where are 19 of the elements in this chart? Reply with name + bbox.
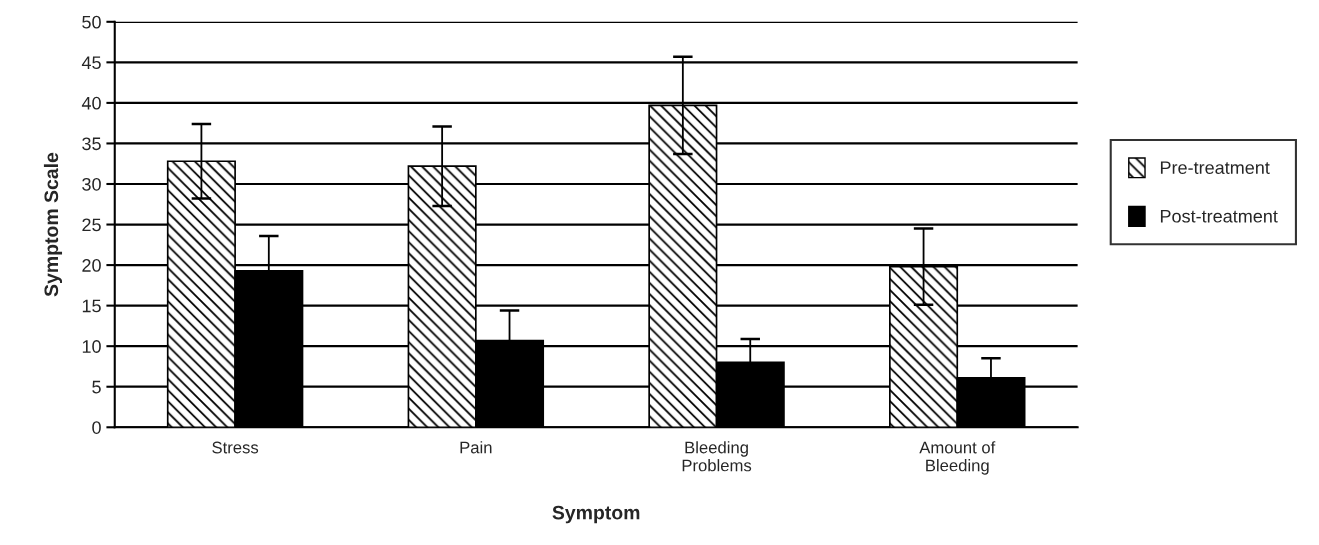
y-tick-label: 10 bbox=[82, 340, 101, 353]
x-tick-label: Amount of Bleeding bbox=[919, 441, 996, 475]
y-axis-title: Symptom Scale bbox=[43, 152, 63, 297]
y-tick-label: 5 bbox=[92, 380, 101, 394]
y-tick-label: 40 bbox=[81, 96, 101, 110]
y-tick-label: 50 bbox=[82, 15, 101, 29]
y-tick-label: 35 bbox=[82, 137, 101, 151]
x-tick-label: Pain bbox=[460, 441, 492, 454]
x-axis-title: Symptom bbox=[552, 505, 640, 524]
y-tick-label: 0 bbox=[92, 421, 101, 434]
x-tick-label: Stress bbox=[212, 441, 259, 454]
legend-label: Post-treatment bbox=[1160, 210, 1278, 223]
y-tick-label: 25 bbox=[82, 218, 101, 232]
y-tick-label: 30 bbox=[82, 177, 101, 191]
legend-label: Pre-treatment bbox=[1160, 161, 1270, 175]
y-tick-label: 45 bbox=[81, 56, 101, 70]
y-tick-label: 20 bbox=[82, 259, 101, 272]
x-tick-label: Bleeding Problems bbox=[682, 441, 752, 472]
y-tick-label: 15 bbox=[82, 299, 101, 313]
